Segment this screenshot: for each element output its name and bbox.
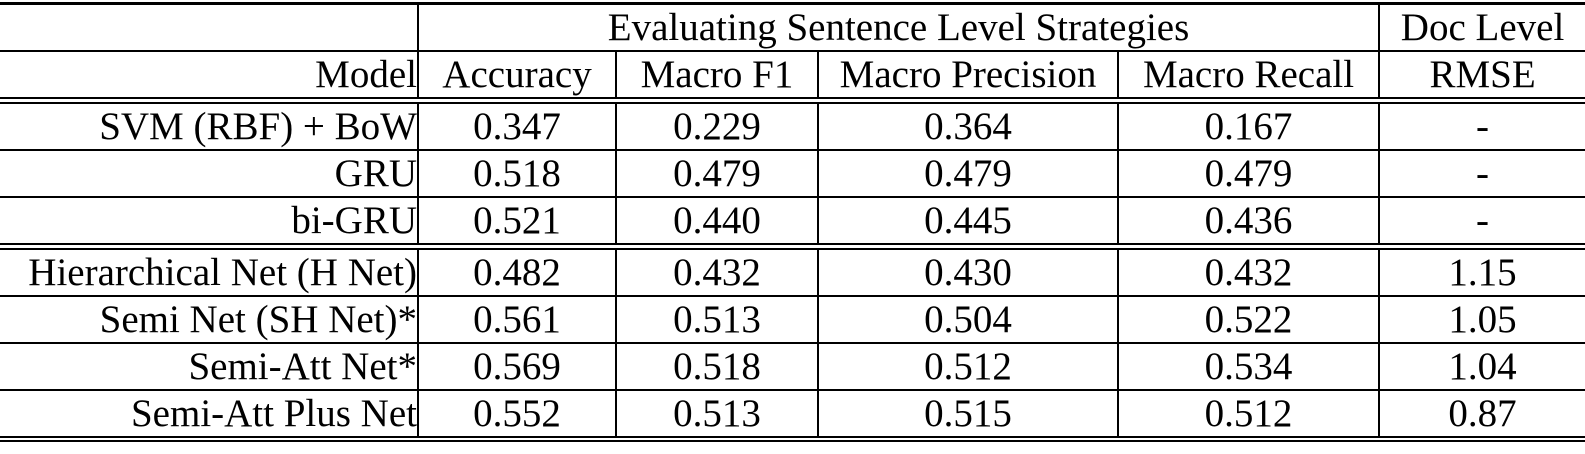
model-cell: SVM (RBF) + BoW (0, 100, 418, 151)
table-row: Semi Net (SH Net)* 0.561 0.513 0.504 0.5… (0, 296, 1585, 344)
column-header-macro-precision: Macro Precision (817, 51, 1118, 104)
table-row: bi-GRU 0.521 0.440 0.445 0.436 - (0, 197, 1585, 250)
table-row: SVM (RBF) + BoW 0.347 0.229 0.364 0.167 … (0, 100, 1585, 151)
macro-precision-cell: 0.504 (817, 296, 1118, 344)
accuracy-cell: 0.521 (417, 197, 616, 250)
rmse-cell: - (1378, 100, 1585, 151)
macro-f1-cell: 0.518 (615, 343, 818, 391)
accuracy-cell: 0.347 (417, 100, 616, 151)
rmse-cell: - (1378, 197, 1585, 250)
macro-f1-cell: 0.513 (615, 296, 818, 344)
macro-precision-cell: 0.512 (817, 343, 1118, 391)
column-header-macro-f1: Macro F1 (615, 51, 818, 104)
table-row: GRU 0.518 0.479 0.479 0.479 - (0, 150, 1585, 198)
macro-f1-cell: 0.432 (615, 246, 818, 297)
corner-cell (0, 3, 418, 52)
macro-precision-cell: 0.430 (817, 246, 1118, 297)
macro-precision-cell: 0.445 (817, 197, 1118, 250)
table-row: Semi-Att Plus Net 0.552 0.513 0.515 0.51… (0, 390, 1585, 442)
model-cell: Hierarchical Net (H Net) (0, 246, 418, 297)
results-table: Evaluating Sentence Level Strategies Doc… (0, 2, 1585, 442)
macro-recall-cell: 0.167 (1116, 100, 1380, 151)
macro-f1-cell: 0.229 (615, 100, 818, 151)
group-header-doc-level: Doc Level (1378, 3, 1585, 52)
model-cell: Semi-Att Plus Net (0, 390, 418, 442)
column-header-row: Model Accuracy Macro F1 Macro Precision … (0, 51, 1585, 104)
macro-f1-cell: 0.440 (615, 197, 818, 250)
table-row: Semi-Att Net* 0.569 0.518 0.512 0.534 1.… (0, 343, 1585, 391)
macro-recall-cell: 0.436 (1116, 197, 1380, 250)
group-header-sentence-level: Evaluating Sentence Level Strategies (416, 3, 1380, 52)
macro-f1-cell: 0.513 (615, 390, 818, 442)
macro-f1-cell: 0.479 (615, 150, 818, 198)
column-header-macro-recall: Macro Recall (1116, 51, 1380, 104)
macro-precision-cell: 0.364 (817, 100, 1118, 151)
rmse-cell: 0.87 (1378, 390, 1585, 442)
macro-recall-cell: 0.522 (1116, 296, 1380, 344)
rmse-cell: 1.05 (1378, 296, 1585, 344)
column-header-accuracy: Accuracy (417, 51, 616, 104)
accuracy-cell: 0.569 (417, 343, 616, 391)
macro-recall-cell: 0.512 (1116, 390, 1380, 442)
rmse-cell: 1.04 (1378, 343, 1585, 391)
macro-precision-cell: 0.515 (817, 390, 1118, 442)
table-row: Hierarchical Net (H Net) 0.482 0.432 0.4… (0, 246, 1585, 297)
accuracy-cell: 0.518 (417, 150, 616, 198)
group-header-row: Evaluating Sentence Level Strategies Doc… (0, 3, 1585, 52)
rmse-cell: 1.15 (1378, 246, 1585, 297)
macro-precision-cell: 0.479 (817, 150, 1118, 198)
macro-recall-cell: 0.534 (1116, 343, 1380, 391)
model-cell: Semi-Att Net* (0, 343, 418, 391)
macro-recall-cell: 0.432 (1116, 246, 1380, 297)
rmse-cell: - (1378, 150, 1585, 198)
model-cell: bi-GRU (0, 197, 418, 250)
model-cell: GRU (0, 150, 418, 198)
accuracy-cell: 0.552 (417, 390, 616, 442)
accuracy-cell: 0.561 (417, 296, 616, 344)
accuracy-cell: 0.482 (417, 246, 616, 297)
macro-recall-cell: 0.479 (1116, 150, 1380, 198)
column-header-model: Model (0, 51, 418, 104)
column-header-rmse: RMSE (1378, 51, 1585, 104)
model-cell: Semi Net (SH Net)* (0, 296, 418, 344)
